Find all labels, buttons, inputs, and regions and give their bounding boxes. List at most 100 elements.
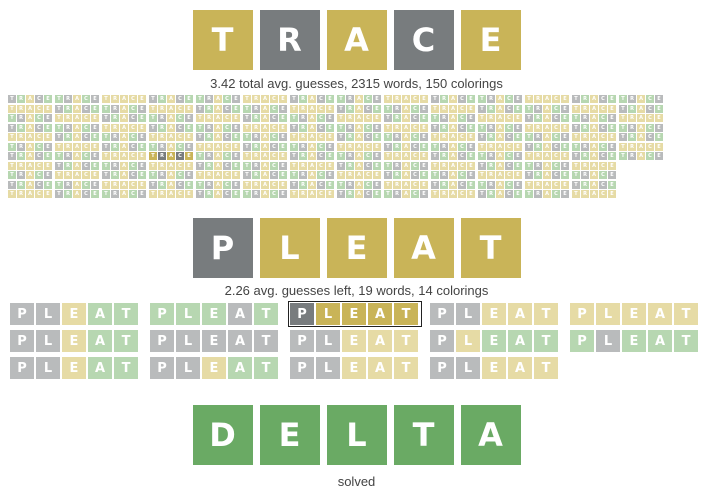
coloring-chip[interactable]: TRACE <box>525 95 570 103</box>
coloring-chip[interactable]: TRACE <box>431 133 476 141</box>
coloring-chip[interactable]: TRACE <box>196 114 241 122</box>
coloring-chip[interactable]: TRACE <box>290 142 335 151</box>
coloring-chip[interactable]: TRACE <box>290 133 335 141</box>
coloring-chip[interactable]: PLEAT <box>430 330 560 352</box>
coloring-chip[interactable]: TRACE <box>102 104 147 113</box>
coloring-chip[interactable]: TRACE <box>8 171 53 179</box>
coloring-chip[interactable]: TRACE <box>431 114 476 122</box>
coloring-chip[interactable]: TRACE <box>525 180 570 189</box>
coloring-chip[interactable]: TRACE <box>55 190 100 198</box>
coloring-chip[interactable]: TRACE <box>8 95 53 103</box>
coloring-chip[interactable]: TRACE <box>55 133 100 141</box>
coloring-chip[interactable]: TRACE <box>8 152 53 160</box>
coloring-chip[interactable]: TRACE <box>290 180 335 189</box>
coloring-chip[interactable]: TRACE <box>337 142 382 151</box>
coloring-chip[interactable]: TRACE <box>8 142 53 151</box>
coloring-chip[interactable]: PLEAT <box>570 330 700 352</box>
coloring-chip[interactable]: TRACE <box>619 95 664 103</box>
coloring-chip[interactable]: TRACE <box>384 171 429 179</box>
coloring-chip[interactable]: TRACE <box>102 190 147 198</box>
coloring-chip[interactable]: TRACE <box>337 95 382 103</box>
coloring-chip[interactable]: TRACE <box>243 161 288 170</box>
coloring-chip[interactable]: TRACE <box>55 95 100 103</box>
coloring-chip[interactable]: TRACE <box>337 171 382 179</box>
coloring-chip[interactable]: TRACE <box>431 190 476 198</box>
coloring-chip[interactable]: TRACE <box>337 133 382 141</box>
coloring-chip[interactable]: TRACE <box>8 180 53 189</box>
coloring-chip[interactable]: TRACE <box>384 142 429 151</box>
coloring-chip[interactable]: TRACE <box>337 180 382 189</box>
coloring-chip[interactable]: TRACE <box>8 114 53 122</box>
coloring-chip[interactable]: TRACE <box>102 142 147 151</box>
coloring-chip[interactable]: TRACE <box>55 142 100 151</box>
coloring-chip[interactable]: PLEAT <box>150 303 280 325</box>
coloring-chip[interactable]: TRACE <box>55 123 100 132</box>
coloring-chip[interactable]: PLEAT <box>10 357 140 379</box>
coloring-chip[interactable]: TRACE <box>102 152 147 160</box>
coloring-chip[interactable]: TRACE <box>55 171 100 179</box>
coloring-chip[interactable]: TRACE <box>149 180 194 189</box>
coloring-chip[interactable]: TRACE <box>572 152 617 160</box>
coloring-chip[interactable]: TRACE <box>102 114 147 122</box>
coloring-chip[interactable]: TRACE <box>431 152 476 160</box>
coloring-chip[interactable]: TRACE <box>290 152 335 160</box>
coloring-chip[interactable]: PLEAT <box>430 303 560 325</box>
coloring-chip[interactable]: TRACE <box>384 95 429 103</box>
coloring-chip[interactable]: TRACE <box>431 180 476 189</box>
coloring-chip[interactable]: TRACE <box>619 152 664 160</box>
coloring-chip[interactable]: PLEAT <box>10 330 140 352</box>
coloring-chip[interactable]: TRACE <box>478 161 523 170</box>
coloring-chip[interactable]: TRACE <box>384 152 429 160</box>
coloring-chip[interactable]: TRACE <box>196 171 241 179</box>
coloring-chip[interactable]: TRACE <box>8 133 53 141</box>
coloring-chip[interactable]: TRACE <box>384 123 429 132</box>
coloring-chip[interactable]: TRACE <box>8 190 53 198</box>
coloring-chip[interactable]: TRACE <box>431 104 476 113</box>
coloring-chip[interactable]: TRACE <box>525 104 570 113</box>
coloring-chip[interactable]: TRACE <box>196 180 241 189</box>
coloring-chip[interactable]: PLEAT <box>150 357 280 379</box>
coloring-chip[interactable]: TRACE <box>149 161 194 170</box>
coloring-chip[interactable]: TRACE <box>196 95 241 103</box>
coloring-chip[interactable]: TRACE <box>431 161 476 170</box>
coloring-chip[interactable]: PLEAT <box>570 303 700 325</box>
coloring-chip[interactable]: TRACE <box>478 95 523 103</box>
coloring-chip[interactable]: TRACE <box>478 142 523 151</box>
coloring-chip[interactable]: TRACE <box>478 133 523 141</box>
coloring-chip[interactable]: TRACE <box>8 104 53 113</box>
coloring-chip[interactable]: TRACE <box>384 104 429 113</box>
coloring-chip[interactable]: TRACE <box>243 171 288 179</box>
coloring-chip[interactable]: TRACE <box>149 152 194 160</box>
coloring-chip[interactable]: TRACE <box>102 133 147 141</box>
coloring-chip[interactable]: TRACE <box>290 104 335 113</box>
coloring-chip[interactable]: TRACE <box>337 114 382 122</box>
coloring-chip[interactable]: TRACE <box>384 161 429 170</box>
coloring-chip[interactable]: TRACE <box>196 152 241 160</box>
coloring-chip[interactable]: TRACE <box>431 123 476 132</box>
coloring-chip[interactable]: TRACE <box>478 171 523 179</box>
coloring-chip[interactable]: TRACE <box>8 123 53 132</box>
coloring-chip[interactable]: TRACE <box>290 171 335 179</box>
coloring-chip[interactable]: TRACE <box>55 104 100 113</box>
coloring-chip[interactable]: TRACE <box>102 123 147 132</box>
coloring-chip[interactable]: TRACE <box>290 161 335 170</box>
coloring-chip[interactable]: TRACE <box>572 142 617 151</box>
coloring-chip[interactable]: TRACE <box>525 171 570 179</box>
coloring-chip[interactable]: TRACE <box>8 161 53 170</box>
coloring-chip[interactable]: TRACE <box>478 114 523 122</box>
coloring-chip[interactable]: TRACE <box>55 180 100 189</box>
coloring-chip[interactable]: TRACE <box>196 161 241 170</box>
coloring-chip[interactable]: TRACE <box>337 123 382 132</box>
coloring-chip[interactable]: TRACE <box>478 104 523 113</box>
coloring-chip[interactable]: TRACE <box>525 190 570 198</box>
coloring-chip[interactable]: TRACE <box>384 180 429 189</box>
coloring-chip[interactable]: TRACE <box>478 123 523 132</box>
coloring-chip[interactable]: TRACE <box>196 142 241 151</box>
coloring-chip[interactable]: TRACE <box>149 123 194 132</box>
selected-coloring-chip[interactable]: PLEAT <box>288 301 422 327</box>
coloring-chip[interactable]: TRACE <box>243 180 288 189</box>
coloring-chip[interactable]: TRACE <box>196 123 241 132</box>
coloring-chip[interactable]: TRACE <box>525 142 570 151</box>
coloring-chip[interactable]: PLEAT <box>150 330 280 352</box>
coloring-chip[interactable]: TRACE <box>243 114 288 122</box>
